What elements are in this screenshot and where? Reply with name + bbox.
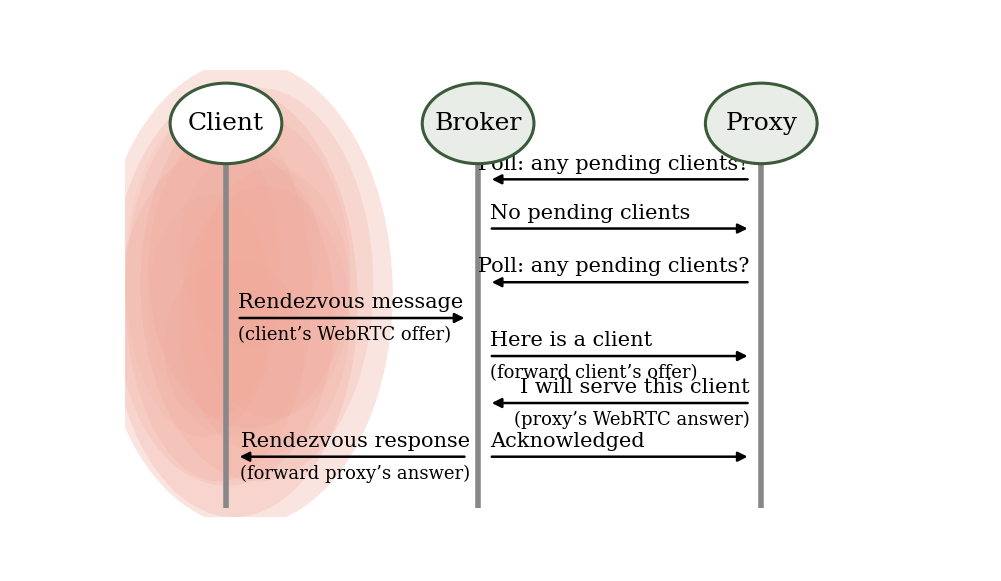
Ellipse shape: [170, 83, 282, 164]
Text: (forward proxy’s answer): (forward proxy’s answer): [240, 465, 470, 483]
Text: Acknowledged: Acknowledged: [489, 432, 645, 451]
Text: No pending clients: No pending clients: [489, 204, 690, 223]
Ellipse shape: [125, 106, 311, 481]
Ellipse shape: [141, 88, 373, 481]
Ellipse shape: [195, 168, 350, 419]
Ellipse shape: [110, 88, 358, 517]
Text: Proxy: Proxy: [726, 112, 797, 135]
Ellipse shape: [422, 83, 534, 164]
Text: Poll: any pending clients?: Poll: any pending clients?: [478, 155, 750, 174]
Text: Broker: Broker: [434, 112, 522, 135]
Ellipse shape: [164, 257, 303, 436]
Text: Poll: any pending clients?: Poll: any pending clients?: [478, 257, 750, 277]
Ellipse shape: [179, 150, 319, 347]
Ellipse shape: [148, 114, 350, 428]
Text: Rendezvous response: Rendezvous response: [241, 432, 470, 451]
Ellipse shape: [125, 114, 280, 436]
Text: (forward client’s offer): (forward client’s offer): [489, 364, 698, 382]
Text: Here is a client: Here is a client: [489, 331, 652, 350]
Text: Client: Client: [188, 112, 264, 135]
Text: I will serve this client: I will serve this client: [520, 378, 750, 397]
Text: Rendezvous message: Rendezvous message: [237, 293, 462, 312]
Text: (proxy’s WebRTC answer): (proxy’s WebRTC answer): [514, 411, 750, 429]
Ellipse shape: [179, 186, 350, 454]
Text: (client’s WebRTC offer): (client’s WebRTC offer): [237, 326, 450, 344]
Ellipse shape: [117, 146, 334, 486]
Ellipse shape: [98, 61, 392, 526]
Ellipse shape: [706, 83, 817, 164]
Ellipse shape: [148, 195, 272, 419]
